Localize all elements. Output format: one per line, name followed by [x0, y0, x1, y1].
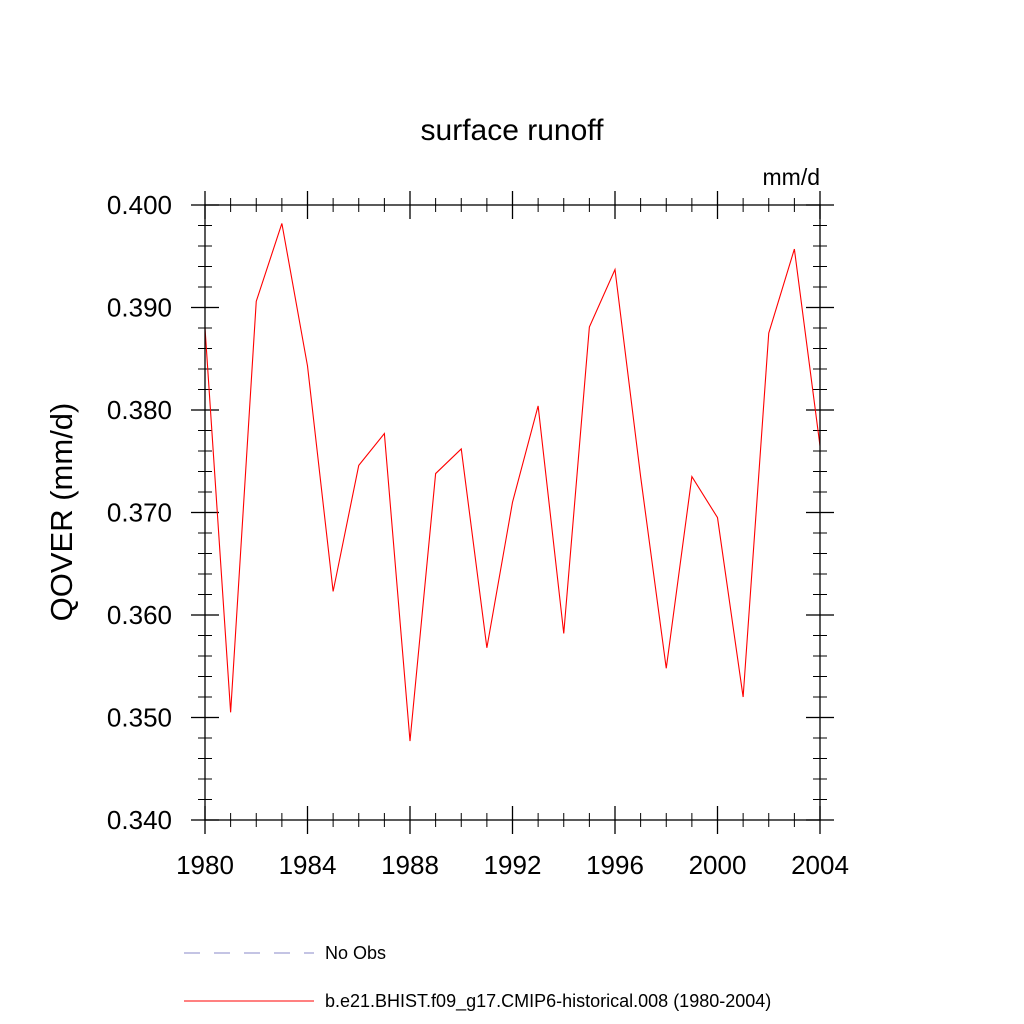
- y-tick-label: 0.360: [107, 600, 172, 630]
- y-axis-label: QOVER (mm/d): [44, 403, 79, 622]
- x-tick-label: 2000: [689, 850, 747, 880]
- x-tick-labels: 1980 1984 1988 1992 1996 2000 2004: [176, 850, 849, 880]
- units-label: mm/d: [763, 164, 821, 190]
- legend-label-no-obs: No Obs: [325, 943, 386, 963]
- x-tick-label: 1988: [381, 850, 439, 880]
- legend-label-model: b.e21.BHIST.f09_g17.CMIP6-historical.008…: [325, 991, 771, 1012]
- x-tick-label: 1984: [279, 850, 337, 880]
- x-tick-label: 2004: [791, 850, 849, 880]
- series-line-0: [204, 223, 821, 742]
- y-tick-label: 0.340: [107, 805, 172, 835]
- y-tick-label: 0.380: [107, 395, 172, 425]
- legend: No Obs b.e21.BHIST.f09_g17.CMIP6-histori…: [184, 943, 771, 1012]
- series-layer: [204, 223, 821, 742]
- x-tick-label: 1996: [586, 850, 644, 880]
- major-ticks: [191, 191, 834, 834]
- plot-frame: [204, 204, 821, 821]
- chart-title: surface runoff: [421, 114, 605, 147]
- y-tick-labels: 0.400 0.390 0.380 0.370 0.360 0.350 0.340: [107, 190, 172, 835]
- y-tick-label: 0.400: [107, 190, 172, 220]
- y-tick-label: 0.390: [107, 293, 172, 323]
- x-tick-label: 1992: [484, 850, 542, 880]
- x-tick-label: 1980: [176, 850, 234, 880]
- minor-ticks: [198, 198, 827, 827]
- y-tick-label: 0.370: [107, 498, 172, 528]
- y-tick-label: 0.350: [107, 703, 172, 733]
